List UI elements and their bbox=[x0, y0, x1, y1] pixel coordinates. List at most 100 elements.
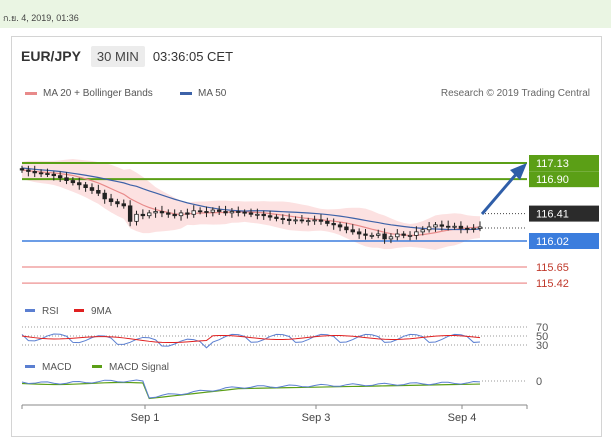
rsi-ma-line bbox=[21, 335, 481, 344]
resistance-label-box bbox=[529, 155, 599, 171]
candle-body bbox=[388, 236, 394, 240]
macd-signal-line bbox=[21, 381, 481, 400]
candle-body bbox=[414, 231, 419, 236]
candle-body bbox=[465, 227, 470, 230]
candle-body bbox=[108, 198, 114, 203]
macd-label: MACD bbox=[42, 362, 71, 373]
candle-body bbox=[331, 223, 336, 226]
candle-body bbox=[299, 219, 305, 222]
candle-body bbox=[280, 218, 286, 220]
candle-body bbox=[445, 225, 451, 228]
rsi-level-label: 30 bbox=[536, 340, 548, 352]
legend-ma20: MA 20 + Bollinger Bands bbox=[25, 88, 153, 99]
candle-body bbox=[401, 233, 406, 236]
candle-body bbox=[45, 173, 50, 175]
x-tick-label: Sep 1 bbox=[131, 412, 160, 424]
arrow-head bbox=[510, 163, 527, 180]
candle-body bbox=[261, 213, 266, 217]
candle-body bbox=[344, 226, 349, 231]
candle-body bbox=[38, 172, 44, 175]
candle-body bbox=[420, 229, 425, 233]
macd-zero-label: 0 bbox=[536, 376, 542, 388]
candle-body bbox=[350, 229, 355, 233]
rsi-level-label: 70 bbox=[536, 322, 548, 334]
macd-signal-label: MACD Signal bbox=[109, 362, 169, 373]
candle-body bbox=[77, 182, 82, 186]
candle-body bbox=[83, 184, 88, 188]
candle-body bbox=[172, 213, 177, 217]
candle-body bbox=[134, 213, 139, 222]
projection-arrow bbox=[480, 171, 520, 215]
candle-body bbox=[433, 224, 438, 228]
candle-body bbox=[286, 218, 292, 222]
candle-body bbox=[242, 211, 247, 214]
candle-body bbox=[185, 212, 190, 215]
candle-body bbox=[274, 216, 279, 219]
candle-body bbox=[96, 190, 101, 194]
x-tick-label: Sep 3 bbox=[302, 412, 331, 424]
candle-body bbox=[89, 187, 95, 191]
candle-body bbox=[356, 231, 362, 235]
candle-body bbox=[369, 234, 375, 237]
rsi-label: RSI bbox=[42, 306, 59, 317]
support-label: 115.42 bbox=[536, 278, 569, 290]
x-tick-label: Sep 4 bbox=[448, 412, 477, 424]
candle-body bbox=[26, 169, 31, 172]
candle-body bbox=[439, 224, 445, 227]
candle-body bbox=[325, 220, 330, 224]
ma20-label: MA 20 + Bollinger Bands bbox=[43, 88, 153, 99]
candle-body bbox=[147, 212, 152, 217]
candle-body bbox=[102, 192, 107, 200]
candle-body bbox=[426, 226, 432, 231]
last-price-box bbox=[529, 205, 599, 222]
candle-body bbox=[178, 212, 184, 217]
resistance-label: 116.90 bbox=[536, 174, 569, 186]
candle-body bbox=[236, 211, 241, 213]
candle-body bbox=[127, 205, 133, 222]
candle-body bbox=[458, 225, 464, 229]
candle-body bbox=[255, 213, 260, 216]
candle-body bbox=[64, 177, 69, 181]
candle-body bbox=[223, 211, 228, 214]
resistance-label: 117.13 bbox=[536, 158, 569, 170]
candle-body bbox=[153, 211, 158, 214]
candle-body bbox=[51, 173, 57, 177]
ma50-swatch bbox=[180, 92, 192, 95]
research-credit: Research © 2019 Trading Central bbox=[440, 88, 590, 99]
candle-body bbox=[229, 211, 235, 214]
rsi-line bbox=[21, 333, 481, 349]
top-bar: ก.ย. 4, 2019, 01:36 bbox=[0, 0, 611, 28]
rsi-ma-swatch bbox=[74, 309, 84, 312]
rsi-swatch bbox=[25, 309, 35, 312]
candle-body bbox=[248, 212, 254, 215]
candle-body bbox=[191, 210, 196, 215]
candle-body bbox=[197, 210, 203, 213]
timeframe-badge[interactable]: 30 MIN bbox=[90, 45, 145, 67]
legend-ma50: MA 50 bbox=[180, 88, 226, 99]
candle-body bbox=[471, 227, 476, 230]
candle-body bbox=[204, 211, 209, 213]
resistance-label-box bbox=[529, 171, 599, 188]
candle-body bbox=[395, 233, 400, 238]
pair-label: EUR/JPY bbox=[21, 48, 81, 64]
candle-body bbox=[210, 209, 216, 213]
candle-body bbox=[337, 224, 343, 228]
candle-body bbox=[121, 203, 126, 207]
top-date: ก.ย. 4, 2019, 01:36 bbox=[3, 13, 79, 23]
candle-body bbox=[452, 225, 457, 228]
candle-body bbox=[306, 220, 311, 223]
candle-body bbox=[363, 233, 368, 236]
chart-header: EUR/JPY 30 MIN 03:36:05 CET bbox=[21, 44, 233, 68]
candle-body bbox=[216, 209, 222, 212]
candle-body bbox=[267, 215, 273, 218]
time-label: 03:36:05 CET bbox=[152, 48, 234, 64]
macd-swatch bbox=[25, 365, 35, 368]
support-label-box bbox=[529, 233, 599, 249]
last-price-label: 116.41 bbox=[536, 209, 569, 221]
macd-line bbox=[21, 379, 481, 399]
candle-body bbox=[159, 211, 165, 214]
ma50-label: MA 50 bbox=[198, 88, 227, 99]
support-label: 116.02 bbox=[536, 236, 569, 248]
candle-body bbox=[407, 234, 413, 237]
